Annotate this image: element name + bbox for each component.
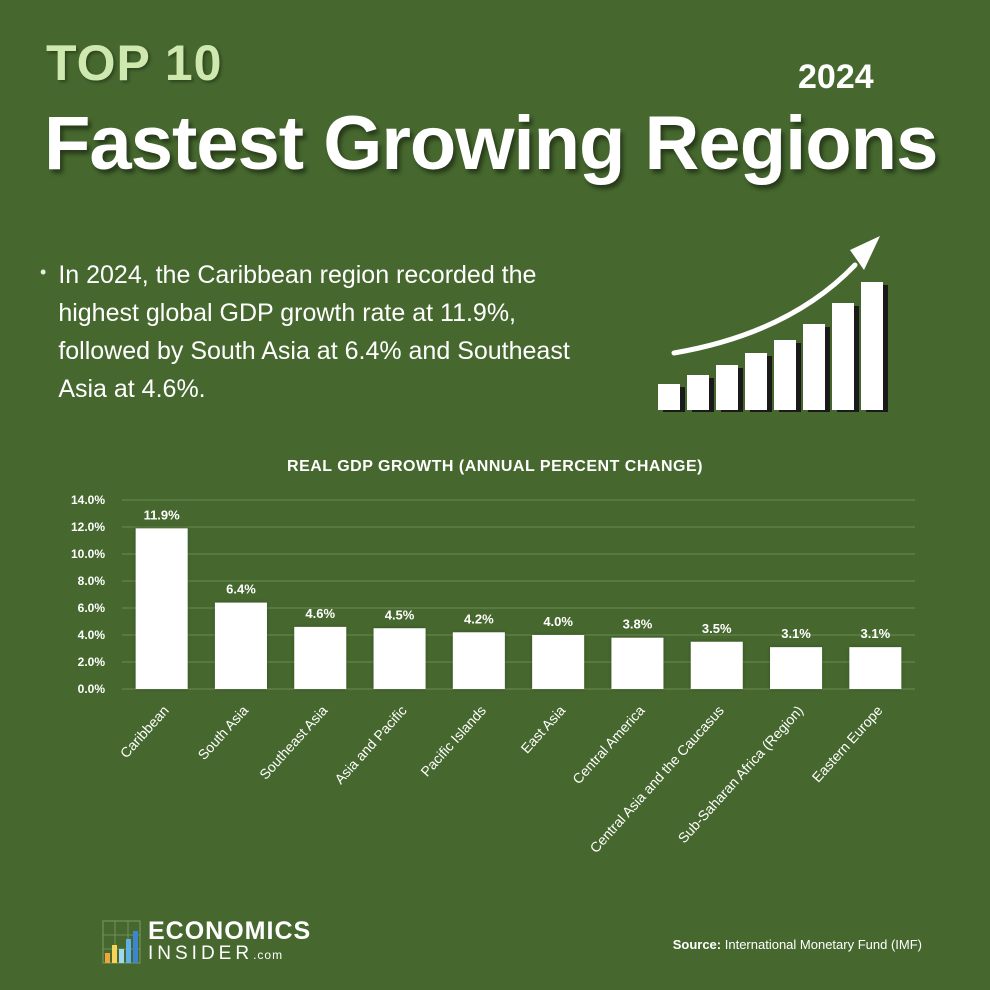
page-title: Fastest Growing Regions xyxy=(44,101,938,186)
x-tick-label: Southeast Asia xyxy=(256,702,331,782)
brand-sub-text: INSIDER xyxy=(148,943,254,964)
x-tick-label: East Asia xyxy=(517,702,568,756)
x-tick-label: Pacific Islands xyxy=(417,702,489,779)
data-label: 4.0% xyxy=(543,614,573,629)
y-tick-label: 8.0% xyxy=(78,574,106,588)
source-text: International Monetary Fund (IMF) xyxy=(724,937,922,952)
bar xyxy=(849,647,902,689)
bar xyxy=(373,628,426,689)
bar xyxy=(135,528,188,689)
y-tick-label: 6.0% xyxy=(78,601,106,615)
y-tick-label: 12.0% xyxy=(71,520,105,534)
chart-title: REAL GDP GROWTH (ANNUAL PERCENT CHANGE) xyxy=(287,458,703,475)
bar xyxy=(452,632,505,689)
data-label: 4.2% xyxy=(464,611,494,626)
data-label: 3.1% xyxy=(861,626,891,641)
x-tick-label: Central America xyxy=(569,702,648,787)
data-label: 3.5% xyxy=(702,621,732,636)
x-tick-label: Central Asia and the Caucasus xyxy=(586,702,727,856)
year-label: 2024 xyxy=(798,58,874,96)
data-label: 3.1% xyxy=(781,626,811,641)
bar xyxy=(770,647,823,689)
kicker-top10: TOP 10 xyxy=(46,35,223,91)
y-tick-label: 0.0% xyxy=(78,682,106,696)
summary-text: In 2024, the Caribbean region recorded t… xyxy=(58,261,570,403)
bullet-dot: • xyxy=(40,262,47,282)
brand-suffix: .com xyxy=(253,948,284,962)
source-label: Source: xyxy=(672,937,722,952)
summary-block: • In 2024, the Caribbean region recorded… xyxy=(40,256,610,408)
x-tick-label: Caribbean xyxy=(117,702,172,761)
brand-sub: INSIDER.com xyxy=(148,944,311,965)
data-label: 3.8% xyxy=(623,617,653,632)
brand-logo: ECONOMICS INSIDER.com xyxy=(102,918,311,965)
data-label: 4.6% xyxy=(305,606,335,621)
y-tick-label: 14.0% xyxy=(71,493,105,507)
x-tick-label: Asia and Pacific xyxy=(331,702,410,787)
bar xyxy=(611,637,664,689)
gdp-bar-chart: 0.0% 2.0% 4.0% 6.0% 8.0% 10.0% 12.0% 14.0% 11.9%… xyxy=(71,493,915,856)
x-tick-label: South Asia xyxy=(194,702,251,763)
y-tick-label: 4.0% xyxy=(78,628,106,642)
brand-name: ECONOMICS xyxy=(148,917,312,945)
rising-bar-chart-arrow-icon xyxy=(658,236,888,412)
data-label: 11.9% xyxy=(144,507,181,522)
y-tick-label: 2.0% xyxy=(78,655,106,669)
y-tick-label: 10.0% xyxy=(71,547,105,561)
bar-chart-logo-icon xyxy=(102,920,141,964)
bar xyxy=(532,635,585,689)
data-label: 6.4% xyxy=(226,582,256,597)
data-label: 4.5% xyxy=(385,607,415,622)
bar xyxy=(294,626,347,689)
x-tick-label: Eastern Europe xyxy=(809,702,886,785)
bar xyxy=(214,602,267,689)
bar xyxy=(690,641,743,689)
source-note: Source: International Monetary Fund (IMF… xyxy=(673,937,922,952)
